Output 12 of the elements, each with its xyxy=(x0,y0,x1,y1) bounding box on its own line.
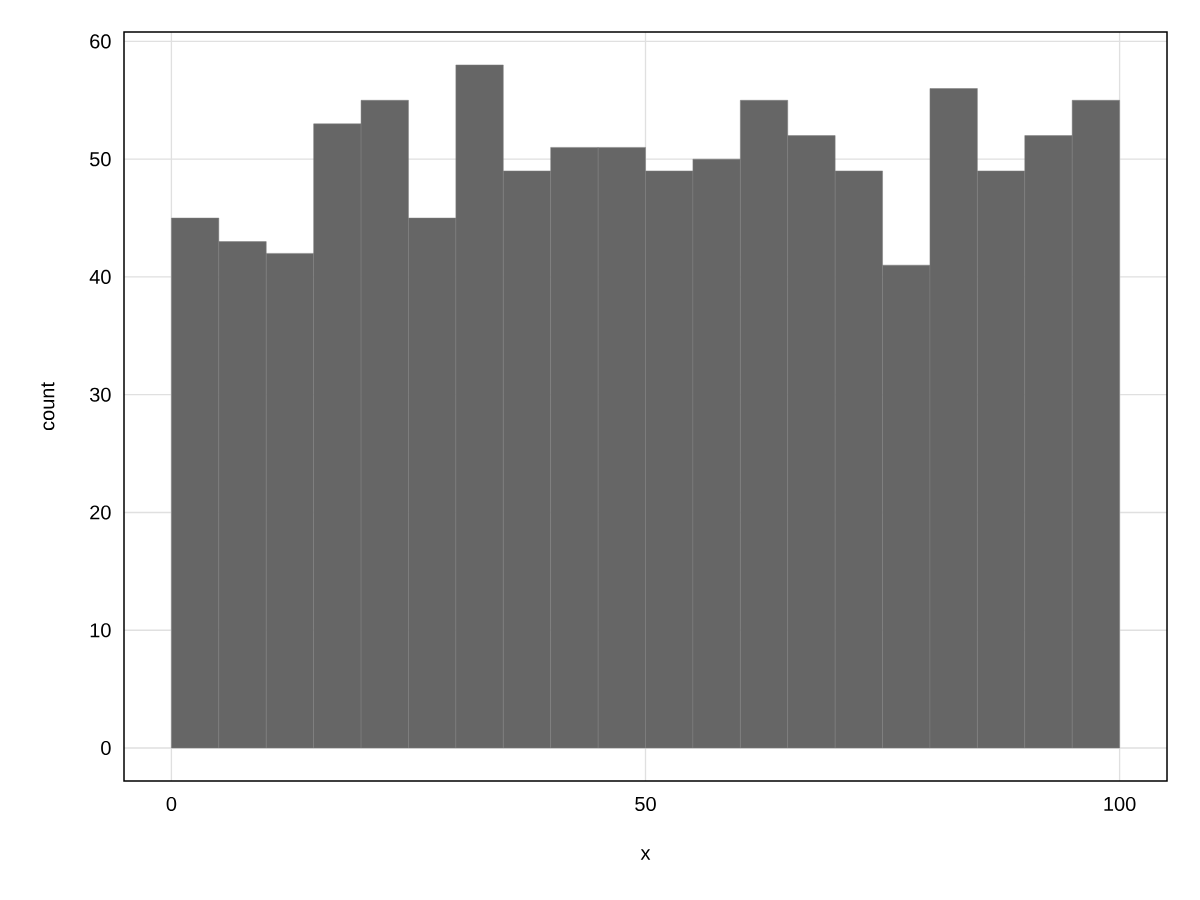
y-tick-label: 40 xyxy=(89,269,111,285)
y-tick-label: 30 xyxy=(89,387,111,402)
y-tick-label: 60 xyxy=(90,34,111,49)
x-tick-label: 100 xyxy=(1104,796,1136,812)
y-tick-label: 0 xyxy=(101,740,111,756)
x-axis-title: x xyxy=(640,849,651,860)
y-tick-label: 50 xyxy=(90,152,111,167)
x-tick-label: 0 xyxy=(166,796,177,812)
y-tick-label: 20 xyxy=(90,505,111,520)
y-tick-label: 10 xyxy=(90,623,111,638)
x-tick-label: 50 xyxy=(635,796,656,812)
y-axis-title: count xyxy=(41,382,55,431)
